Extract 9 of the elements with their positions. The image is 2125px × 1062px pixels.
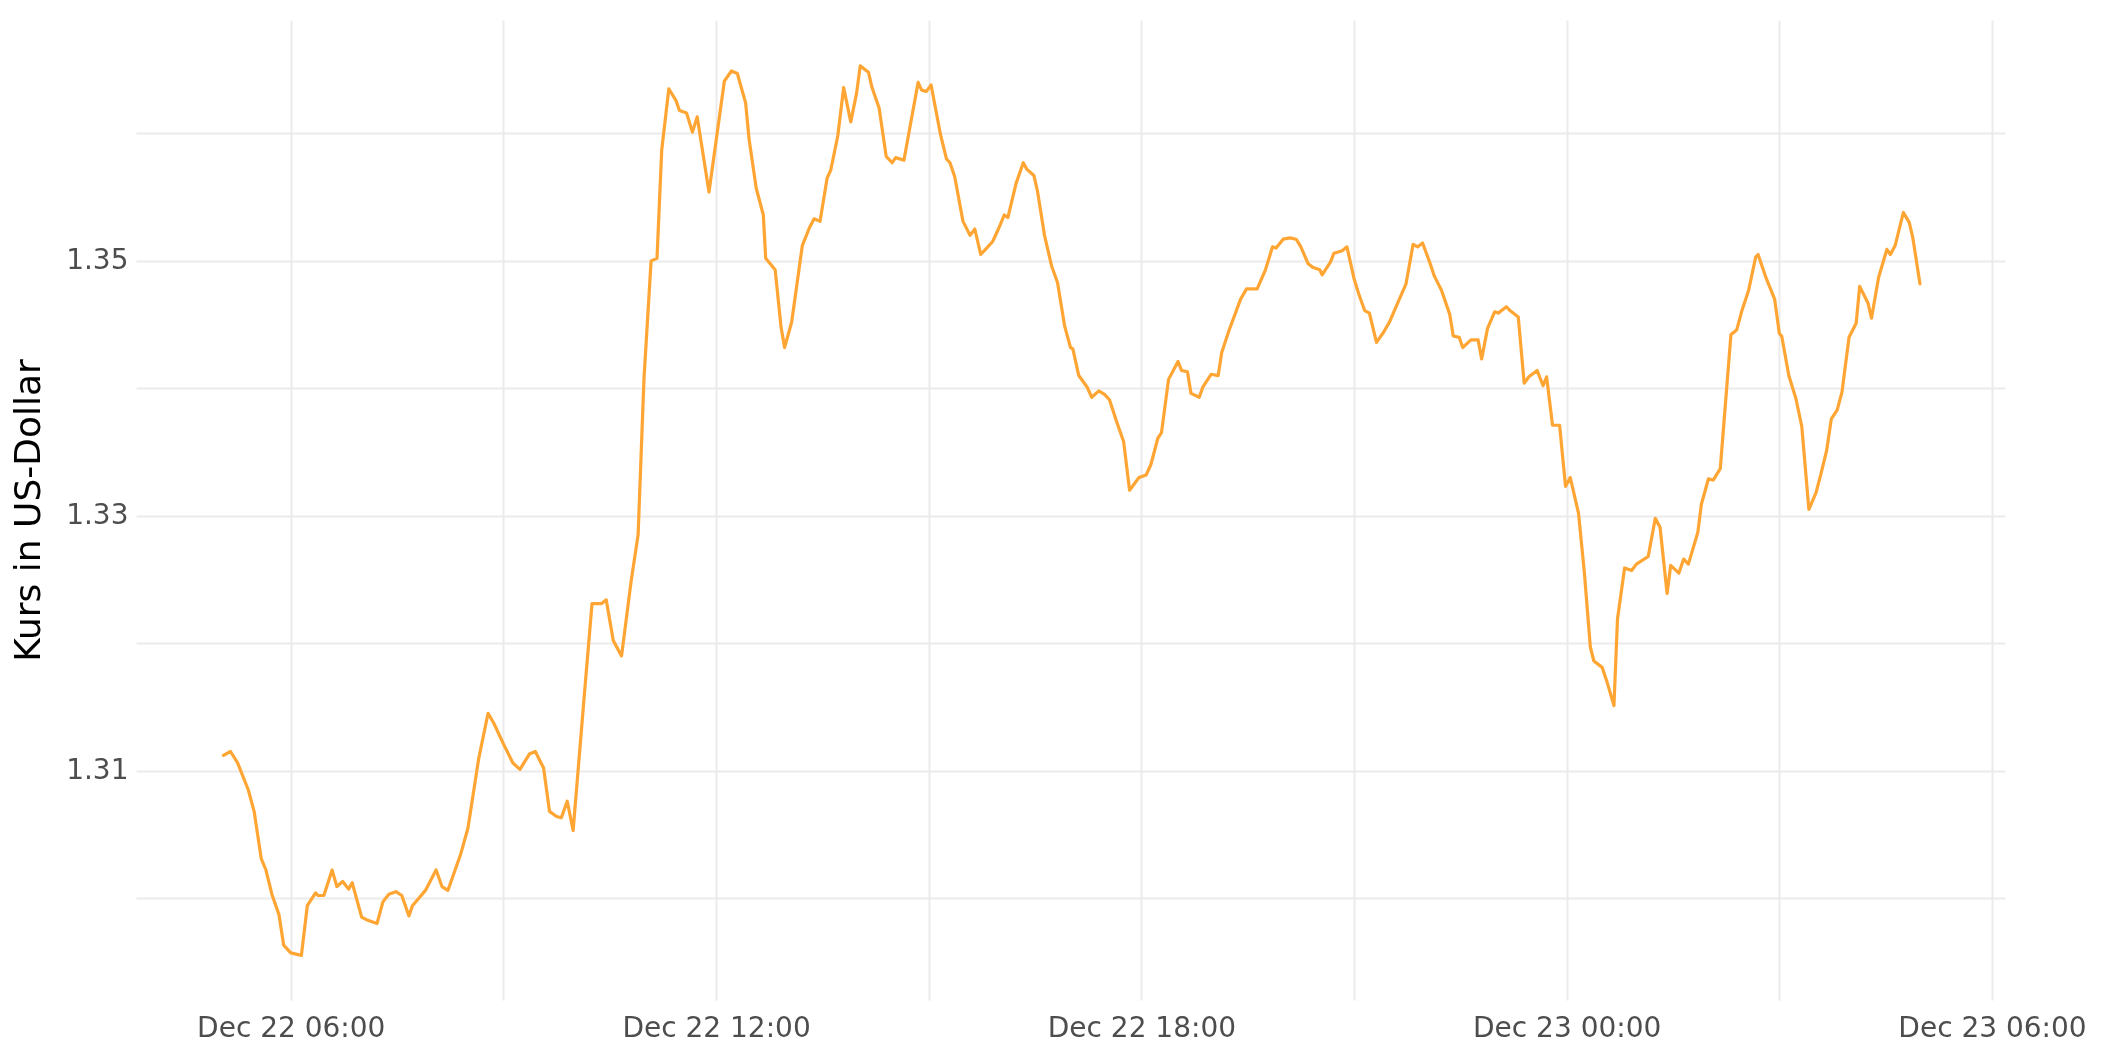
x-tick-label: Dec 22 12:00 (622, 1010, 811, 1044)
x-tick-label: Dec 23 06:00 (1898, 1010, 2087, 1044)
y-tick-label: 1.31 (66, 753, 129, 787)
y-tick-label: 1.35 (66, 243, 129, 277)
y-axis-title: Kurs in US-Dollar (7, 358, 49, 662)
y-tick-label: 1.33 (66, 498, 129, 532)
x-tick-label: Dec 22 06:00 (197, 1010, 386, 1044)
x-tick-label: Dec 22 18:00 (1047, 1010, 1237, 1044)
x-tick-label: Dec 23 00:00 (1473, 1010, 1662, 1044)
